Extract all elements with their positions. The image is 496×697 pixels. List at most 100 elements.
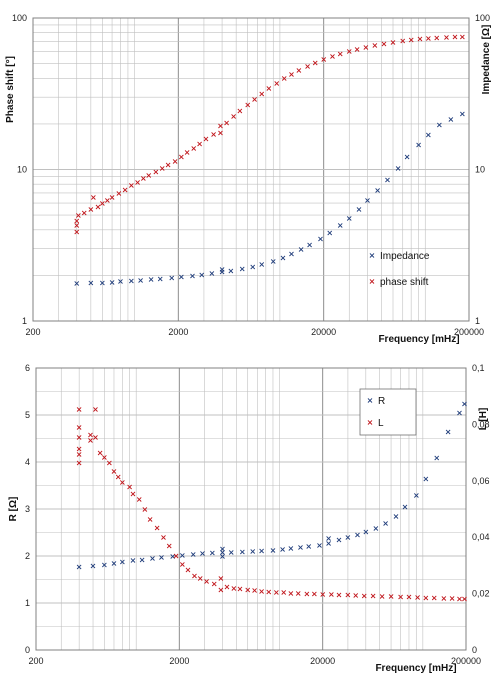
data-point: × — [217, 129, 224, 138]
data-point: × — [371, 41, 378, 50]
data-point: × — [459, 32, 466, 41]
y-axis-title: R [Ω] — [8, 497, 19, 522]
data-point: × — [219, 265, 226, 274]
x-tick-label: 20000 — [310, 656, 335, 666]
data-point: × — [304, 62, 311, 71]
data-point: × — [111, 559, 118, 568]
data-point: × — [279, 545, 286, 554]
data-point: × — [168, 273, 175, 282]
data-point: × — [116, 189, 123, 198]
data-point: × — [297, 543, 304, 552]
data-point: × — [408, 36, 415, 45]
data-point: × — [461, 399, 468, 408]
data-point: × — [382, 519, 389, 528]
legend-label: R — [378, 396, 385, 407]
y-tick-label: 1 — [25, 598, 30, 608]
data-point: × — [147, 515, 154, 524]
data-point: × — [184, 148, 191, 157]
resistance-inductance-chart: 200 2000 20000 200000012345600,020,040,060,… — [8, 363, 490, 674]
data-point: × — [208, 269, 215, 278]
data-point: × — [166, 542, 173, 551]
data-point: × — [384, 175, 391, 184]
data-point: × — [345, 591, 352, 600]
data-point: × — [90, 561, 97, 570]
data-point: × — [390, 38, 397, 47]
data-point: × — [211, 580, 218, 589]
data-point: × — [288, 70, 295, 79]
data-point: × — [258, 89, 265, 98]
data-point: × — [158, 553, 165, 562]
data-point: × — [219, 544, 226, 553]
data-point: × — [270, 257, 277, 266]
data-point: × — [81, 209, 88, 218]
data-point: × — [218, 585, 225, 594]
data-point: × — [311, 590, 318, 599]
data-point: × — [325, 534, 332, 543]
data-point: × — [440, 594, 447, 603]
y-tick-label: 3 — [25, 504, 30, 514]
data-point: × — [109, 278, 116, 287]
data-point: × — [328, 590, 335, 599]
data-point: × — [280, 588, 287, 597]
data-point: × — [413, 491, 420, 500]
legend-marker: × — [367, 418, 374, 427]
data-point: × — [189, 271, 196, 280]
legend-marker: × — [369, 251, 376, 260]
data-point: × — [92, 405, 99, 414]
legend-label: L — [378, 418, 384, 429]
data-point: × — [169, 552, 176, 561]
data-point: × — [134, 178, 141, 187]
data-point: × — [126, 482, 133, 491]
data-point: × — [404, 152, 411, 161]
data-point: × — [190, 144, 197, 153]
data-point: × — [197, 574, 204, 583]
data-point: × — [280, 254, 287, 263]
data-point: × — [381, 39, 388, 48]
legend-label: phase shift — [380, 277, 429, 288]
data-point: × — [317, 235, 324, 244]
y-tick-label: 4 — [25, 457, 30, 467]
data-point: × — [362, 528, 369, 537]
data-point: × — [319, 590, 326, 599]
legend-label: Impedance — [380, 251, 430, 262]
data-point: × — [352, 591, 359, 600]
data-point: × — [101, 453, 108, 462]
data-point: × — [239, 265, 246, 274]
data-point: × — [273, 588, 280, 597]
data-point: × — [436, 121, 443, 130]
data-point: × — [406, 593, 413, 602]
data-point: × — [128, 181, 135, 190]
y-tick-label: 5 — [25, 410, 30, 420]
data-point: × — [228, 266, 235, 275]
data-point: × — [370, 592, 377, 601]
data-point: × — [326, 228, 333, 237]
data-point: × — [423, 593, 430, 602]
y2-tick-label: 100 — [475, 13, 490, 23]
data-point: × — [316, 541, 323, 550]
data-point: × — [228, 548, 235, 557]
data-point: × — [449, 594, 456, 603]
data-point: × — [244, 101, 251, 110]
data-point: × — [224, 583, 231, 592]
data-point: × — [104, 196, 111, 205]
data-point: × — [346, 214, 353, 223]
y2-tick-label: 0,1 — [472, 363, 485, 373]
data-point: × — [95, 202, 102, 211]
data-point: × — [346, 47, 353, 56]
data-point: × — [325, 539, 332, 548]
x-tick-label: 20000 — [311, 327, 336, 337]
data-point: × — [374, 186, 381, 195]
data-point: × — [159, 164, 166, 173]
y-tick-label: 10 — [17, 165, 27, 175]
data-point: × — [364, 196, 371, 205]
data-point: × — [173, 552, 180, 561]
data-point: × — [157, 274, 164, 283]
data-point: × — [414, 593, 421, 602]
data-point: × — [395, 164, 402, 173]
data-point: × — [320, 55, 327, 64]
y2-tick-label: 0 — [472, 645, 477, 655]
data-point: × — [76, 450, 83, 459]
data-point: × — [111, 467, 118, 476]
x-tick-label: 200 — [25, 327, 40, 337]
y-tick-label: 2 — [25, 551, 30, 561]
